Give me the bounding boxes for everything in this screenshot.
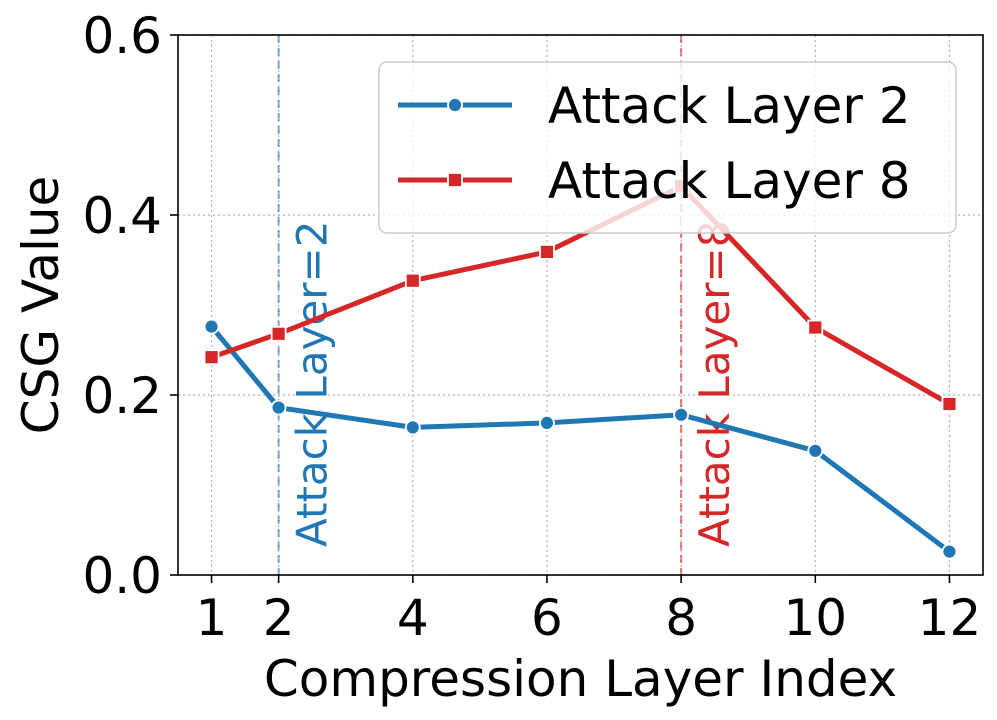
legend-label: Attack Layer 8 [548, 152, 911, 210]
data-point [807, 319, 824, 336]
data-point [203, 349, 220, 366]
x-tick-label: 6 [531, 589, 563, 647]
legend: Attack Layer 2 Attack Layer 8 [378, 61, 957, 234]
x-axis-ticks: 1 2 4 6 8 10 12 [196, 575, 982, 647]
data-point [404, 419, 421, 436]
legend-swatch-marker [447, 97, 463, 113]
data-point [203, 318, 220, 335]
attack-layer-markers [277, 35, 683, 575]
x-tick-label: 10 [783, 589, 847, 647]
data-point [941, 396, 958, 412]
data-point [270, 325, 287, 342]
y-tick-label: 0.6 [82, 7, 162, 65]
x-axis-label: Compression Layer Index [264, 650, 897, 708]
y-tick-label: 0.0 [82, 547, 162, 605]
data-point [270, 399, 287, 416]
attack-layer-annotations: Attack Layer=2 Attack Layer=8 [288, 221, 740, 547]
legend-box [378, 61, 957, 234]
data-series [203, 178, 958, 560]
x-tick-label: 8 [665, 589, 697, 647]
x-tick-label: 1 [196, 589, 228, 647]
data-point [807, 442, 824, 459]
x-tick-label: 12 [918, 589, 982, 647]
data-point [941, 543, 958, 560]
data-point [404, 272, 421, 289]
series-1 [203, 318, 958, 560]
attack-layer-annotation-2: Attack Layer=2 [288, 221, 337, 547]
data-point [539, 414, 555, 431]
data-point [673, 406, 690, 423]
x-tick-label: 2 [263, 589, 295, 647]
y-axis-label: CSG Value [12, 176, 70, 435]
x-tick-label: 4 [397, 589, 429, 647]
legend-swatch-marker [447, 172, 463, 188]
y-tick-label: 0.2 [82, 367, 162, 425]
data-point [539, 243, 555, 260]
legend-item-1: Attack Layer 2 [398, 77, 911, 135]
plot-area-frame [177, 34, 984, 576]
attack-layer-annotation-8: Attack Layer=8 [690, 221, 739, 547]
y-axis-ticks: 0.0 0.2 0.4 0.6 [82, 7, 178, 605]
legend-item-2: Attack Layer 8 [398, 152, 911, 210]
y-tick-label: 0.4 [82, 187, 162, 245]
legend-label: Attack Layer 2 [548, 77, 911, 135]
